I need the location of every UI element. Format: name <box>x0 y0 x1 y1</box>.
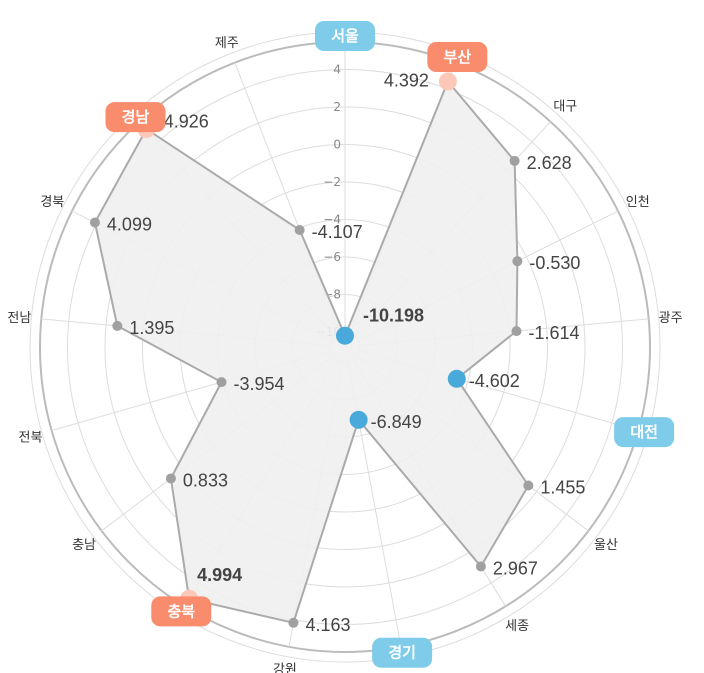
data-label: -4.602 <box>469 371 520 391</box>
data-label: -10.198 <box>363 306 424 326</box>
category-badge <box>151 596 212 627</box>
data-label: 1.455 <box>540 477 585 497</box>
data-label: -1.614 <box>529 323 580 343</box>
data-label: -3.954 <box>234 374 285 394</box>
category-label: 인천 <box>626 195 650 210</box>
category-badge-label: 충북 <box>167 602 195 620</box>
data-label: -0.530 <box>529 253 580 273</box>
category-badge <box>614 417 675 448</box>
category-label: 전북 <box>19 430 43 445</box>
data-label: 4.926 <box>164 111 209 131</box>
data-area <box>93 80 530 624</box>
data-point <box>511 326 522 337</box>
category-label: 강원 <box>273 662 297 673</box>
category-label: 제주 <box>215 36 239 51</box>
data-label: 0.833 <box>183 470 228 490</box>
data-point <box>89 217 100 228</box>
data-point <box>216 377 227 388</box>
data-point <box>512 256 523 267</box>
data-point <box>438 72 457 91</box>
data-label: -4.107 <box>312 222 363 242</box>
data-point <box>475 561 486 572</box>
category-badge-label: 대전 <box>630 423 658 441</box>
data-label: -6.849 <box>371 412 422 432</box>
category-label: 세종 <box>505 619 529 634</box>
category-label: 광주 <box>659 311 683 326</box>
data-point <box>509 155 520 166</box>
data-point <box>112 320 123 331</box>
category-badge <box>427 42 488 73</box>
data-label: 1.395 <box>129 318 174 338</box>
category-badge-label: 경기 <box>388 644 416 662</box>
data-point <box>523 480 534 491</box>
category-badge-label: 부산 <box>444 48 472 66</box>
category-label: 대구 <box>553 99 577 114</box>
category-badge <box>372 637 433 668</box>
category-badge-label: 서울 <box>331 27 359 45</box>
radial-tick-label: 2 <box>333 100 341 114</box>
radial-tick-label: −6 <box>323 250 341 264</box>
data-label: 2.967 <box>493 558 538 578</box>
data-point <box>447 369 466 388</box>
radial-tick-label: 4 <box>333 63 341 77</box>
data-point <box>294 224 305 235</box>
category-badge-label: 경남 <box>122 108 150 126</box>
radial-tick-label: 0 <box>333 138 341 152</box>
data-point <box>165 473 176 484</box>
data-label: 4.392 <box>384 70 429 90</box>
category-label: 울산 <box>594 538 618 553</box>
data-label: 4.994 <box>197 565 242 585</box>
category-badge <box>315 21 375 51</box>
data-point <box>349 410 368 429</box>
data-point <box>336 326 354 345</box>
radial-tick-label: −4 <box>323 213 341 227</box>
data-label: 4.163 <box>305 615 350 635</box>
category-label: 경북 <box>40 195 64 210</box>
data-label: 4.099 <box>107 214 152 234</box>
category-badge <box>105 102 166 133</box>
data-label: 2.628 <box>527 153 572 173</box>
data-point <box>288 617 299 628</box>
data-series: -10.198 4.392 2.628 -0.530 -1.614 -4.602 1.455… <box>89 70 585 635</box>
radial-tick-label: −2 <box>323 175 341 189</box>
category-label: 충남 <box>72 538 96 553</box>
category-label: 전남 <box>7 311 31 326</box>
